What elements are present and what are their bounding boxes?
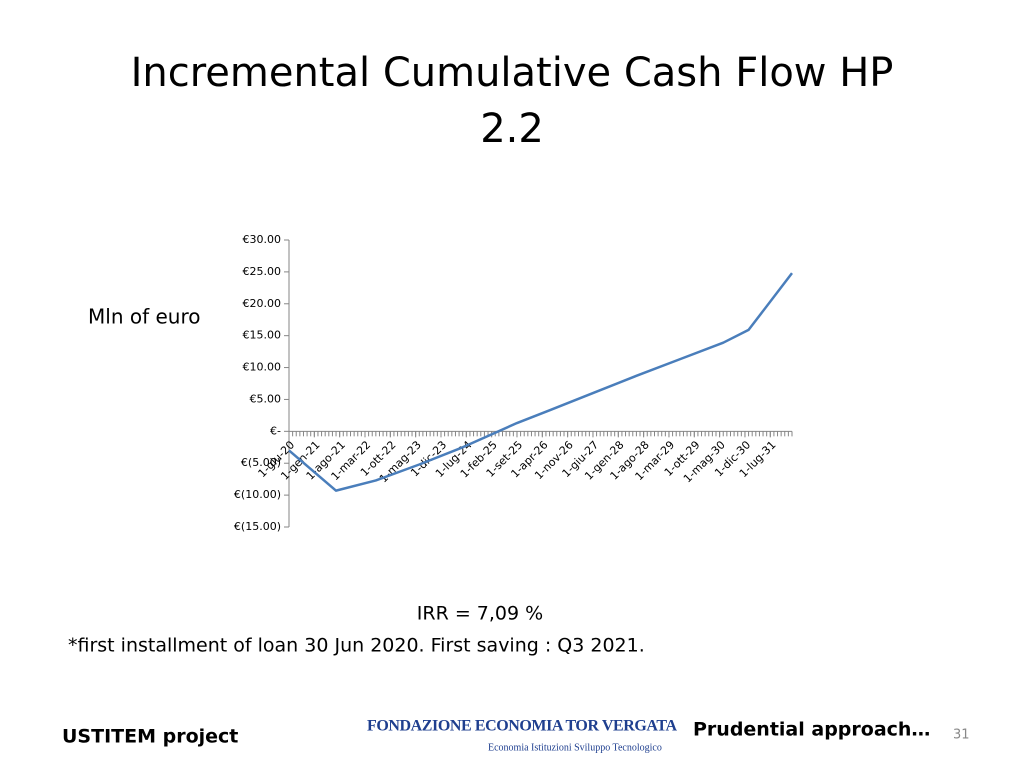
y-tick-label: €(15.00): [234, 520, 281, 533]
logo-subtitle: Economia Istituzioni Sviluppo Tecnologic…: [488, 742, 662, 753]
y-tick-label: €10.00: [243, 361, 282, 374]
y-tick-label: €20.00: [243, 297, 282, 310]
footnote: *first installment of loan 30 Jun 2020. …: [68, 635, 645, 657]
page-number: 31: [953, 728, 970, 743]
irr-note: IRR = 7,09 %: [417, 603, 543, 625]
y-tick-label: €-: [270, 424, 281, 437]
y-tick-label: €30.00: [243, 233, 282, 246]
data-line: [288, 272, 793, 492]
logo: [362, 712, 680, 756]
slide-title: Incremental Cumulative Cash Flow HP 2.2: [131, 50, 894, 152]
y-tick-label: €(5.00): [241, 456, 281, 469]
y-tick-label: €5.00: [250, 392, 282, 405]
y-tick-label: €(10.00): [234, 488, 281, 501]
y-tick-label: €25.00: [243, 265, 282, 278]
logo-title: FONDAZIONE ECONOMIA TOR VERGATA: [367, 718, 677, 735]
footer-left: USTITEM project: [62, 726, 238, 748]
footer-right: Prudential approach…: [693, 719, 930, 741]
y-tick-label: €15.00: [243, 329, 282, 342]
y-axis-label: Mln of euro: [88, 305, 200, 329]
